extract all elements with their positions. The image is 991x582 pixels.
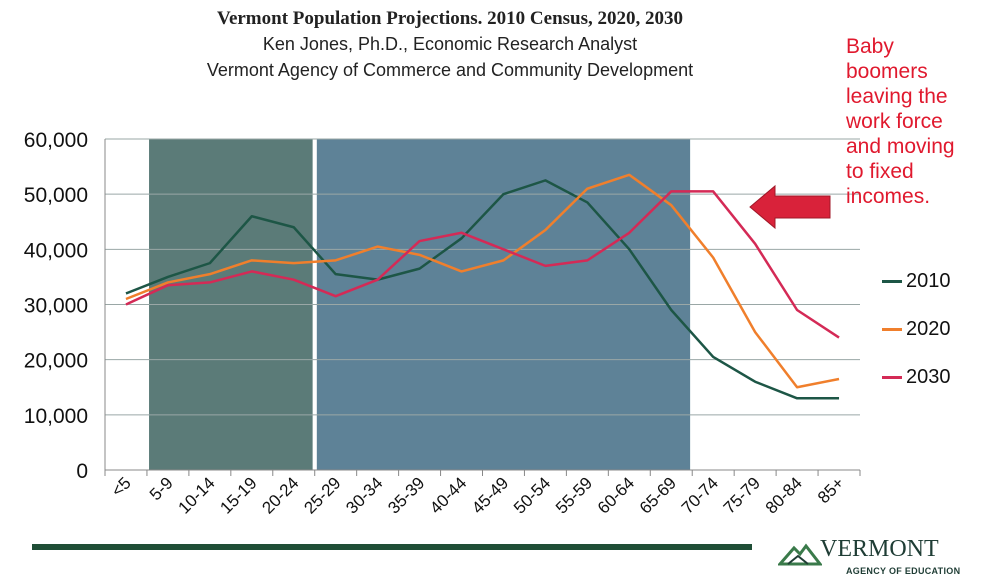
legend-label: 2010 — [906, 269, 951, 292]
y-tick-label: 30,000 — [24, 295, 88, 318]
x-tick-label: 50-54 — [510, 473, 554, 517]
mountain-icon — [778, 543, 822, 566]
annotation-line: boomers — [846, 60, 928, 83]
annotation-line: leaving the — [846, 85, 948, 108]
footer-divider — [32, 544, 752, 550]
legend-label: 2020 — [906, 317, 951, 340]
logo-name: VERMONT — [820, 536, 939, 562]
annotation-arrow — [749, 184, 831, 230]
chart-subtitle-agency: Vermont Agency of Commerce and Community… — [206, 60, 694, 80]
y-tick-label: 0 — [76, 460, 88, 483]
x-tick-label: 85+ — [814, 473, 848, 507]
x-tick-label: 45-49 — [468, 473, 512, 517]
vermont-agency-logo: VERMONT AGENCY OF EDUCATION — [778, 534, 968, 580]
series-line-2020 — [125, 173, 840, 389]
x-tick-label: <5 — [108, 473, 135, 500]
baby-boomers-annotation: Baby boomers leaving the work force and … — [846, 34, 991, 209]
series-line-2010 — [125, 179, 840, 400]
x-tick-label: 35-39 — [384, 473, 428, 517]
annotation-line: incomes. — [846, 185, 931, 208]
legend-item-2030: 2030 — [882, 365, 951, 389]
x-tick-label: 30-34 — [342, 473, 386, 517]
logo-subtitle: AGENCY OF EDUCATION — [846, 566, 961, 576]
left-arrow-icon — [749, 184, 831, 230]
annotation-line: and moving — [846, 135, 955, 158]
x-tick-label: 75-79 — [720, 473, 764, 517]
series-line-2030 — [125, 190, 840, 339]
x-tick-label: 55-59 — [552, 473, 596, 517]
y-tick-label: 20,000 — [24, 350, 88, 373]
annotation-line: to fixed — [846, 160, 914, 183]
x-tick-label: 25-29 — [300, 473, 344, 517]
x-tick-label: 20-24 — [258, 473, 302, 517]
x-tick-label: 65-69 — [636, 473, 680, 517]
chart-title: Vermont Population Projections. 2010 Cen… — [216, 8, 684, 29]
x-tick-label: 15-19 — [216, 473, 260, 517]
legend-swatch — [882, 279, 902, 283]
x-tick-label: 80-84 — [762, 473, 806, 517]
y-tick-label: 60,000 — [24, 129, 88, 152]
series-lines — [125, 173, 840, 400]
annotation-line: work force — [846, 110, 943, 133]
axes — [104, 139, 861, 476]
legend-swatch — [882, 327, 902, 331]
legend-item-2010: 2010 — [882, 269, 951, 293]
x-tick-label: 60-64 — [594, 473, 638, 517]
y-tick-label: 10,000 — [24, 405, 88, 428]
legend-swatch — [882, 375, 902, 379]
x-tick-label: 5-9 — [146, 473, 177, 504]
y-tick-label: 40,000 — [24, 239, 88, 262]
legend-item-2020: 2020 — [882, 317, 951, 341]
x-tick-label: 40-44 — [426, 473, 470, 517]
x-tick-label: 10-14 — [175, 473, 219, 517]
chart-subtitle-author: Ken Jones, Ph.D., Economic Research Anal… — [262, 34, 638, 54]
x-tick-label: 70-74 — [678, 473, 722, 517]
y-tick-label: 50,000 — [24, 184, 88, 207]
annotation-line: Baby — [846, 35, 894, 58]
legend-label: 2030 — [906, 365, 951, 388]
